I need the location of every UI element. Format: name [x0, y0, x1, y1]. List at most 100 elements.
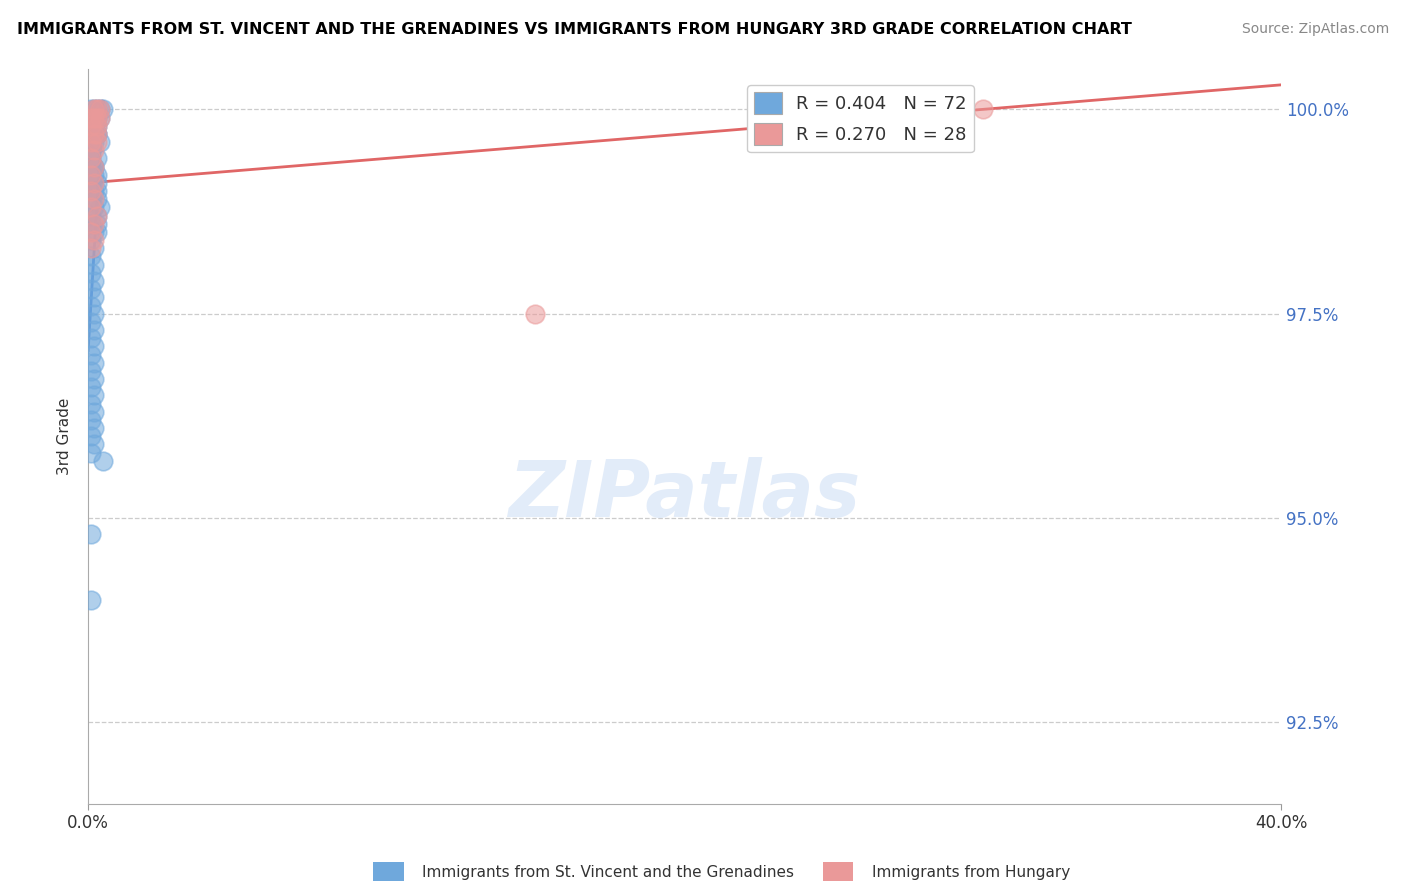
- Point: [91, 103, 114, 117]
- Point: [80, 143, 103, 157]
- Point: [86, 176, 108, 190]
- Point: [80, 111, 103, 125]
- Point: [80, 331, 103, 345]
- Text: Source: ZipAtlas.com: Source: ZipAtlas.com: [1241, 22, 1389, 37]
- Point: [80, 143, 103, 157]
- Point: [86, 127, 108, 141]
- Point: [80, 250, 103, 264]
- Point: [83, 421, 105, 435]
- Point: [83, 103, 105, 117]
- Point: [86, 111, 108, 125]
- Point: [83, 143, 105, 157]
- Point: [86, 103, 108, 117]
- Point: [80, 282, 103, 296]
- Point: [83, 103, 105, 117]
- Point: [86, 127, 108, 141]
- Point: [80, 225, 103, 239]
- Point: [80, 135, 103, 149]
- Point: [86, 184, 108, 198]
- Point: [80, 527, 103, 541]
- Point: [972, 103, 994, 117]
- Point: [80, 364, 103, 378]
- Point: [86, 111, 108, 125]
- Point: [83, 388, 105, 402]
- Point: [83, 127, 105, 141]
- Point: [83, 225, 105, 239]
- Point: [83, 119, 105, 133]
- Point: [83, 160, 105, 174]
- Point: [80, 152, 103, 166]
- Point: [83, 233, 105, 247]
- Point: [83, 176, 105, 190]
- Point: [80, 152, 103, 166]
- Point: [83, 437, 105, 451]
- Point: [83, 274, 105, 288]
- Point: [86, 127, 108, 141]
- Point: [80, 184, 103, 198]
- Point: [80, 103, 103, 117]
- Point: [83, 192, 105, 206]
- Point: [80, 127, 103, 141]
- Point: [80, 168, 103, 182]
- Point: [83, 160, 105, 174]
- Point: [89, 103, 111, 117]
- Point: [83, 201, 105, 215]
- Point: [80, 192, 103, 206]
- Point: [80, 266, 103, 280]
- Point: [86, 225, 108, 239]
- Point: [524, 307, 547, 321]
- Point: [80, 592, 103, 607]
- Point: [80, 347, 103, 361]
- Point: [89, 135, 111, 149]
- Point: [83, 356, 105, 370]
- Point: [80, 298, 103, 312]
- Point: [83, 339, 105, 353]
- Point: [80, 445, 103, 459]
- Point: [89, 201, 111, 215]
- Point: [80, 396, 103, 410]
- Point: [86, 217, 108, 231]
- Text: IMMIGRANTS FROM ST. VINCENT AND THE GRENADINES VS IMMIGRANTS FROM HUNGARY 3RD GR: IMMIGRANTS FROM ST. VINCENT AND THE GREN…: [17, 22, 1132, 37]
- Point: [86, 168, 108, 182]
- Point: [86, 135, 108, 149]
- Point: [80, 119, 103, 133]
- Text: ZIPatlas: ZIPatlas: [509, 457, 860, 533]
- Point: [80, 217, 103, 231]
- Point: [83, 405, 105, 419]
- Point: [83, 258, 105, 272]
- Point: [86, 209, 108, 223]
- Point: [89, 111, 111, 125]
- Point: [80, 413, 103, 427]
- Point: [89, 103, 111, 117]
- Point: [83, 168, 105, 182]
- Point: [83, 111, 105, 125]
- Point: [80, 315, 103, 329]
- Point: [83, 119, 105, 133]
- Point: [83, 135, 105, 149]
- Point: [89, 111, 111, 125]
- Point: [80, 135, 103, 149]
- Point: [86, 119, 108, 133]
- Text: Immigrants from St. Vincent and the Grenadines: Immigrants from St. Vincent and the Gren…: [422, 865, 794, 880]
- Point: [86, 119, 108, 133]
- Point: [80, 111, 103, 125]
- Point: [83, 217, 105, 231]
- Point: [80, 176, 103, 190]
- Point: [80, 209, 103, 223]
- Point: [83, 323, 105, 337]
- Point: [83, 307, 105, 321]
- Point: [86, 103, 108, 117]
- Text: Immigrants from Hungary: Immigrants from Hungary: [872, 865, 1070, 880]
- Point: [83, 127, 105, 141]
- Point: [80, 119, 103, 133]
- Point: [80, 233, 103, 247]
- Legend: R = 0.404   N = 72, R = 0.270   N = 28: R = 0.404 N = 72, R = 0.270 N = 28: [747, 85, 974, 153]
- Point: [83, 290, 105, 304]
- Y-axis label: 3rd Grade: 3rd Grade: [58, 398, 72, 475]
- Point: [91, 454, 114, 468]
- Point: [80, 201, 103, 215]
- Point: [83, 184, 105, 198]
- Point: [86, 209, 108, 223]
- Point: [80, 380, 103, 394]
- Point: [80, 241, 103, 255]
